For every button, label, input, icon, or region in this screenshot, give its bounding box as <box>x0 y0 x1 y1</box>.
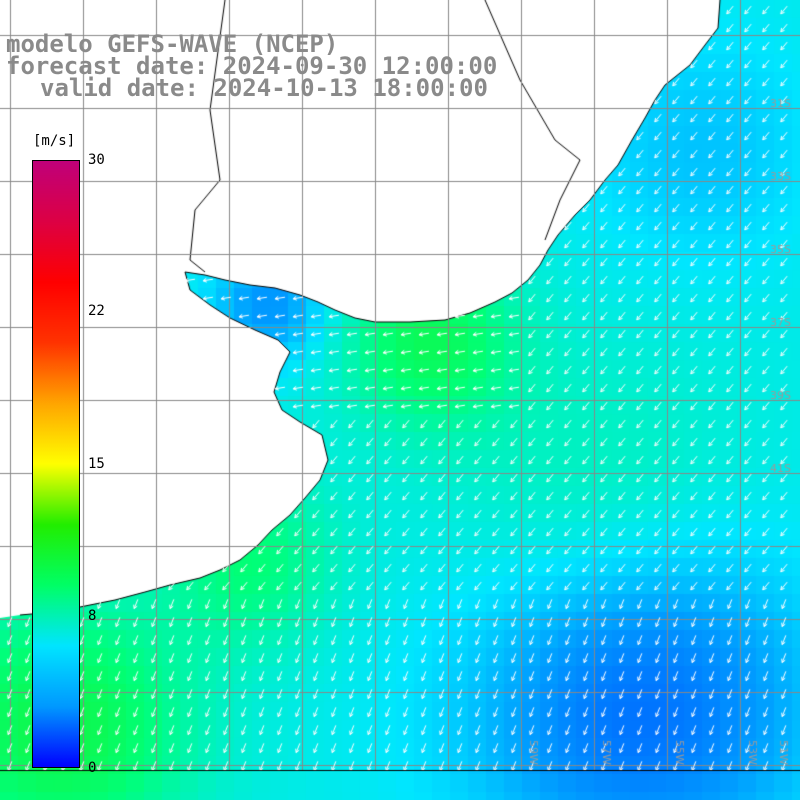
model-title: modelo GEFS-WAVE (NCEP) <box>6 30 339 58</box>
legend-tick-0: 0 <box>88 760 97 776</box>
valid-date: valid date: 2024-10-13 18:00:00 <box>40 74 488 102</box>
legend-tick-30: 30 <box>88 152 105 168</box>
forecast-date: forecast date: 2024-09-30 12:00:00 <box>6 52 498 80</box>
legend-unit: [m/s] <box>33 133 76 149</box>
legend-tick-15: 15 <box>88 456 105 472</box>
legend-color-bar <box>33 161 79 767</box>
legend-tick-22: 22 <box>88 303 105 319</box>
color-legend <box>32 160 80 768</box>
legend-tick-8: 8 <box>88 608 97 624</box>
